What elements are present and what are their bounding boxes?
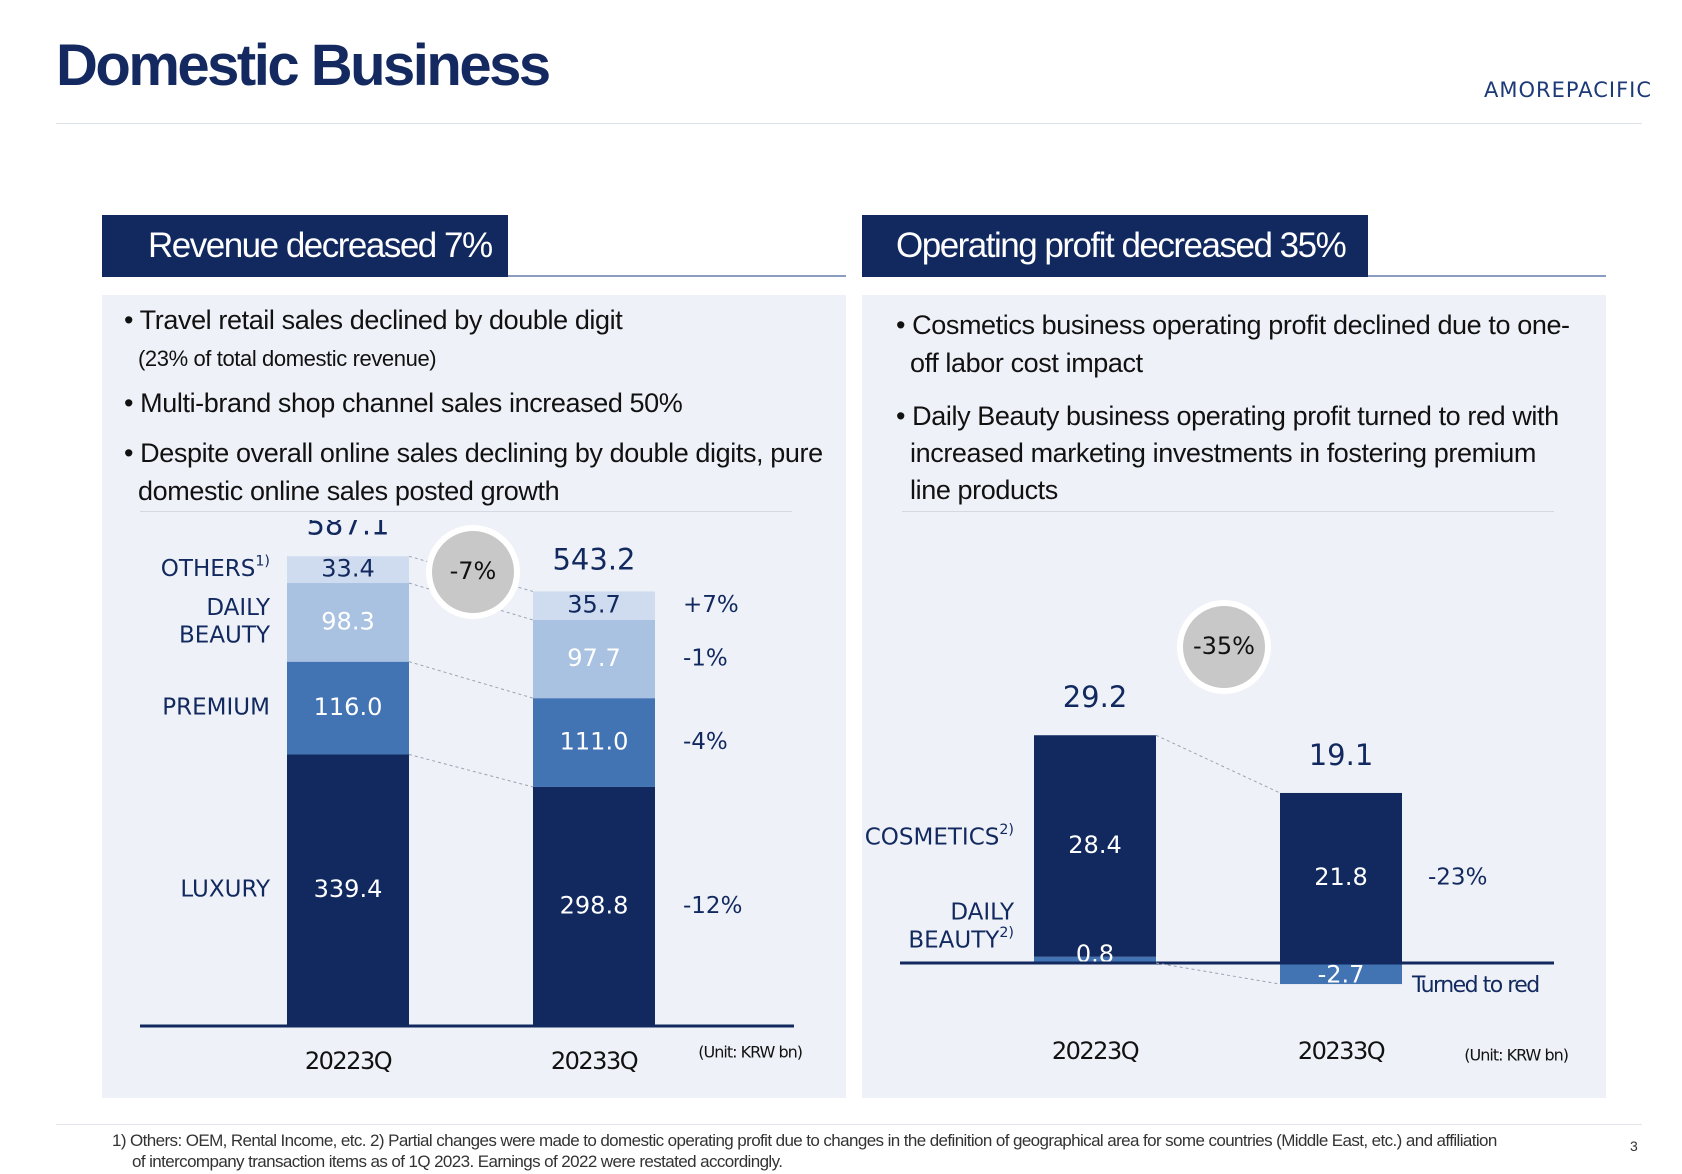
revenue-chart: 339.4 116.0 98.3 33.4 587.1 20223Q 298.8 111.0 9… bbox=[140, 520, 803, 1075]
bar-segment-others bbox=[533, 591, 655, 620]
series-label-daily-beauty: BEAUTY bbox=[179, 623, 271, 649]
connector-line bbox=[408, 661, 534, 699]
revenue-bullet-continuation: domestic online sales posted growth bbox=[138, 476, 560, 506]
footnote: 1) Others: OEM, Rental Income, etc. 2) P… bbox=[112, 1131, 1497, 1171]
data-label: 97.7 bbox=[567, 644, 620, 672]
revenue-panel bbox=[102, 295, 846, 1098]
x-tick-label: 20233Q bbox=[551, 1047, 638, 1075]
bar-segment-daily-beauty bbox=[1280, 963, 1402, 985]
data-label: 116.0 bbox=[314, 693, 383, 721]
bar-segment-daily-beauty bbox=[287, 583, 409, 662]
profit-bullet-continuation: line products bbox=[910, 475, 1058, 505]
change-label: Turned to red bbox=[1411, 973, 1539, 998]
change-label: -1% bbox=[683, 646, 728, 672]
x-tick-label: 20223Q bbox=[1052, 1037, 1139, 1065]
profit-bullet-continuation: increased marketing investments in foste… bbox=[910, 438, 1536, 468]
profit-bullet-continuation: off labor cost impact bbox=[910, 348, 1143, 378]
bar-segment-daily-beauty bbox=[533, 620, 655, 699]
change-label: +7% bbox=[683, 592, 739, 618]
revenue-bullet-note: (23% of total domestic revenue) bbox=[138, 346, 437, 371]
connector-line bbox=[1155, 962, 1281, 985]
profit-bullet: • Daily Beauty business operating profit… bbox=[896, 401, 1559, 431]
footer-divider bbox=[56, 1124, 1642, 1125]
bar-segment-premium bbox=[533, 698, 655, 787]
series-label-others: OTHERS1) bbox=[161, 554, 270, 583]
operating-profit-chart: 28.40.829.220223Q21.8-2.719.120233Q-23%T… bbox=[865, 600, 1569, 1065]
bar-segment-luxury bbox=[533, 786, 655, 1026]
bar-segment-others bbox=[287, 556, 409, 584]
profit-heading-underline bbox=[1368, 275, 1606, 277]
series-label-luxury: LUXURY bbox=[180, 877, 271, 903]
series-label-cosmetics: COSMETICS2) bbox=[865, 822, 1014, 851]
change-bubble bbox=[1177, 600, 1271, 694]
unit-label: (Unit: KRW bn) bbox=[698, 1043, 802, 1062]
bar-segment-premium bbox=[287, 661, 409, 755]
profit-bullet: • Cosmetics business operating profit de… bbox=[896, 310, 1570, 340]
profit-separator bbox=[902, 511, 1554, 512]
header-divider bbox=[56, 123, 1642, 124]
bar-segment-luxury bbox=[287, 754, 409, 1026]
total-label: 543.2 bbox=[552, 542, 635, 576]
revenue-bullet: • Travel retail sales declined by double… bbox=[124, 305, 623, 335]
change-label: -23% bbox=[1428, 864, 1487, 890]
revenue-separator bbox=[140, 511, 792, 512]
revenue-heading-underline bbox=[508, 275, 846, 277]
total-change-label: -7% bbox=[450, 557, 497, 585]
unit-label: (Unit: KRW bn) bbox=[1464, 1046, 1568, 1065]
x-tick-label: 20223Q bbox=[305, 1047, 392, 1075]
revenue-heading: Revenue decreased 7% bbox=[102, 215, 508, 277]
series-label-daily-beauty: DAILY bbox=[206, 595, 271, 621]
data-label: 98.3 bbox=[321, 607, 374, 635]
total-label: 587.1 bbox=[306, 520, 389, 541]
revenue-bullet: • Multi-brand shop channel sales increas… bbox=[124, 388, 683, 418]
page-number: 3 bbox=[1630, 1138, 1638, 1154]
data-label: 339.4 bbox=[314, 875, 383, 903]
total-label: 19.1 bbox=[1309, 738, 1374, 772]
x-tick-label: 20233Q bbox=[1298, 1037, 1385, 1065]
revenue-bullet: • Despite overall online sales declining… bbox=[124, 438, 823, 468]
data-label: -2.7 bbox=[1318, 961, 1365, 989]
total-change-label: -35% bbox=[1193, 632, 1255, 660]
change-label: -4% bbox=[683, 729, 728, 755]
change-bubble bbox=[426, 525, 520, 619]
data-label: 33.4 bbox=[321, 555, 374, 583]
series-label-daily-beauty: BEAUTY2) bbox=[908, 925, 1014, 954]
bar-segment-cosmetics bbox=[1034, 735, 1156, 957]
brand-logo: AMOREPACIFIC bbox=[1484, 78, 1652, 102]
profit-heading: Operating profit decreased 35% bbox=[862, 215, 1368, 277]
change-label: -12% bbox=[683, 893, 742, 919]
total-label: 29.2 bbox=[1063, 680, 1128, 714]
data-label: 298.8 bbox=[560, 891, 629, 919]
connector-line bbox=[408, 753, 534, 788]
data-label: 111.0 bbox=[560, 728, 629, 756]
data-label: 35.7 bbox=[567, 591, 620, 619]
bar-segment-daily-beauty bbox=[1034, 956, 1156, 963]
data-label: 28.4 bbox=[1068, 831, 1121, 859]
series-label-daily-beauty: DAILY bbox=[950, 900, 1015, 926]
connector-line bbox=[1155, 734, 1281, 794]
data-label: 21.8 bbox=[1314, 863, 1367, 891]
bar-segment-cosmetics bbox=[1280, 792, 1402, 963]
series-label-premium: PREMIUM bbox=[162, 695, 270, 721]
page-title: Domestic Business bbox=[56, 33, 551, 98]
